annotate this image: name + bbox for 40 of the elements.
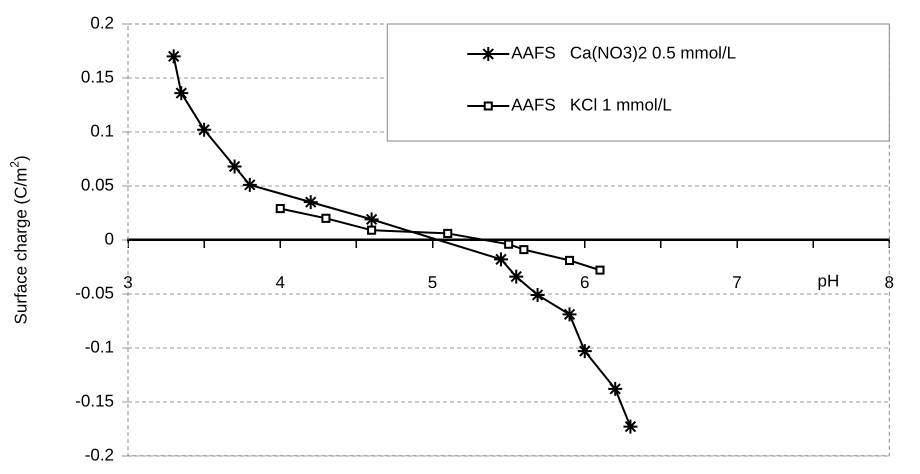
- x-tick-label: 3: [123, 272, 133, 292]
- point: [565, 256, 574, 265]
- point: [242, 176, 258, 193]
- x-tick-label: 4: [276, 272, 285, 292]
- point: [364, 211, 380, 228]
- y-tick-label: 0.1: [90, 122, 114, 141]
- point: [196, 122, 212, 138]
- y-tick-label: -0.15: [75, 392, 114, 411]
- point: [321, 214, 330, 223]
- point: [519, 245, 528, 254]
- point: [595, 266, 605, 275]
- point: [173, 85, 190, 102]
- point: [530, 286, 546, 303]
- point: [276, 204, 285, 214]
- y-tick-label: -0.05: [75, 284, 114, 303]
- point: [226, 158, 243, 174]
- point: [166, 48, 182, 64]
- y-tick-label: -0.1: [84, 338, 114, 357]
- point: [576, 343, 593, 360]
- x-tick-label: 5: [428, 272, 438, 292]
- point: [367, 226, 376, 235]
- x-tick-label: 6: [580, 272, 590, 292]
- x-axis-title: pH: [818, 272, 840, 291]
- y-axis-title: Surface charge (C/m2): [7, 155, 31, 324]
- point: [443, 228, 452, 238]
- point: [562, 306, 578, 322]
- y-tick-label: 0.15: [80, 68, 114, 87]
- y-tick-label: -0.2: [84, 445, 114, 464]
- y-tick-label: 0: [104, 230, 114, 249]
- x-tick-label: 7: [732, 272, 742, 292]
- legend-label: AAFS KCl 1 mmol/L: [511, 96, 672, 115]
- point: [607, 380, 624, 397]
- point: [508, 268, 524, 285]
- x-tick-label: 8: [884, 272, 894, 292]
- point: [622, 418, 638, 435]
- point: [493, 251, 510, 268]
- y-tick-label: 0.05: [80, 176, 114, 195]
- point: [302, 194, 319, 210]
- legend-label: AAFS Ca(NO3)2 0.5 mmol/L: [511, 44, 736, 63]
- y-tick-label: 0.2: [90, 14, 114, 33]
